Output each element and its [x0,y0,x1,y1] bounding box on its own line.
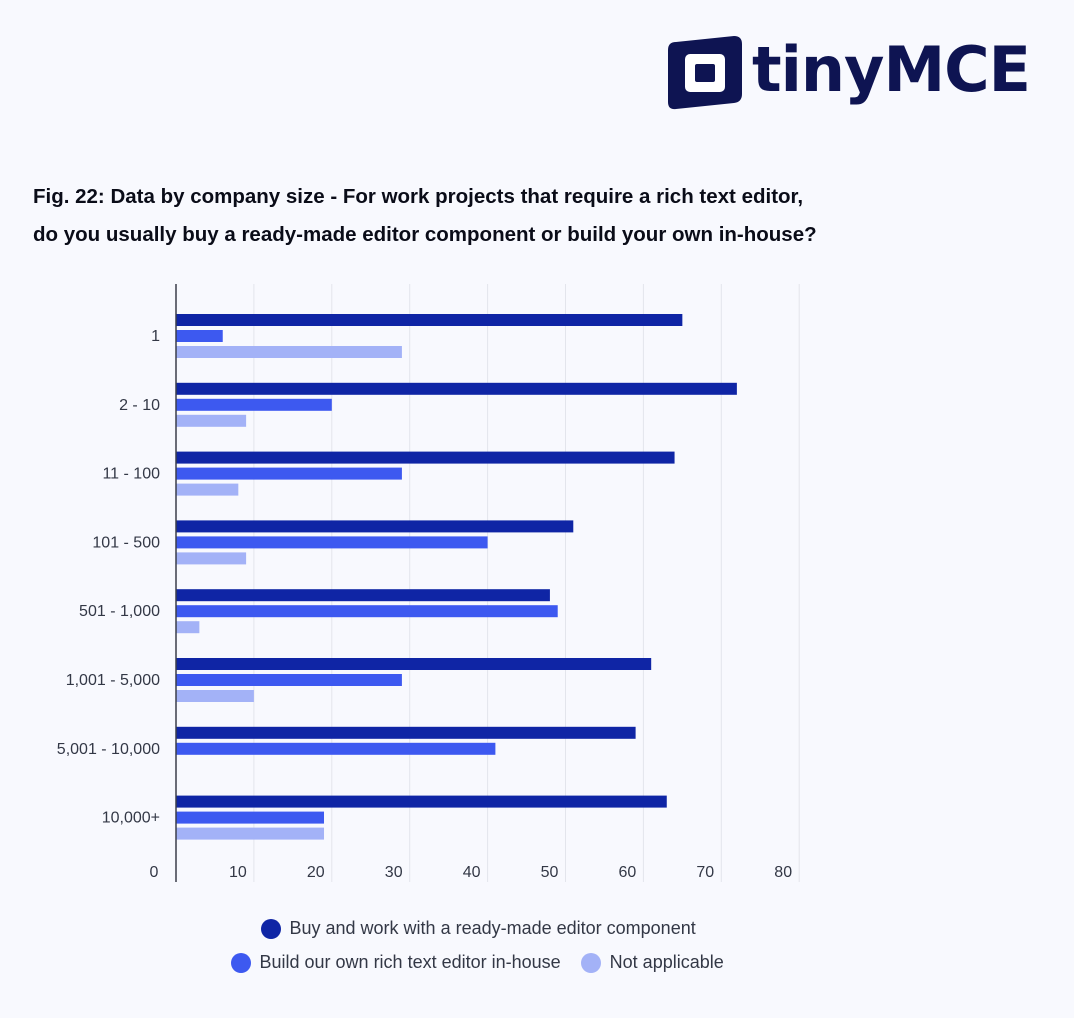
category-label-5: 1,001 - 5,000 [66,672,160,689]
bar-buy-1 [176,382,737,395]
legend-label-build: Build our own rich text editor in-house [259,952,561,972]
bar-build-7 [176,811,325,824]
legend-item-build: Build our own rich text editor in-house [230,952,561,973]
legend-swatch-build [230,952,251,973]
legend-row-1: Buy and work with a ready-made editor co… [260,918,696,939]
x-tick-label-50: 50 [541,864,559,881]
bar-na-7 [176,827,325,840]
bar-build-5 [176,674,402,686]
category-label-2: 11 - 100 [102,466,160,483]
bar-buy-5 [176,658,652,670]
bar-chart: 1 2 - 10 11 - 100 101 - 500 501 - 1,000 1,001… [57,284,800,882]
legend-row-2: Build our own rich text editor in-house N… [230,952,724,973]
legend-item-na: Not applicable [580,952,724,973]
category-label-0: 1 [151,328,160,345]
x-tick-label-20: 20 [307,864,325,881]
bar-buy-0 [176,314,683,326]
legend-item-buy: Buy and work with a ready-made editor co… [260,918,696,939]
legend-label-buy: Buy and work with a ready-made editor co… [289,918,696,938]
bar-build-2 [176,467,402,480]
legend-swatch-na [580,952,601,973]
legend-label-na: Not applicable [609,952,724,972]
category-label-4: 501 - 1,000 [79,603,160,620]
bar-build-6 [176,742,496,755]
category-label-6: 5,001 - 10,000 [57,741,160,758]
category-label-3: 101 - 500 [92,534,160,551]
bar-na-5 [176,690,254,702]
bar-buy-2 [176,451,675,464]
bar-na-2 [176,483,239,496]
bar-na-0 [176,346,402,358]
bar-buy-3 [176,520,574,533]
bar-na-3 [176,552,247,565]
bar-buy-7 [176,795,667,808]
bar-build-4 [176,605,558,618]
bar-buy-6 [176,726,636,739]
bar-na-4 [176,621,200,634]
x-tick-label-10: 10 [229,864,247,881]
bar-build-3 [176,536,488,549]
bar-na-1 [176,414,247,427]
tinymce-logo: tinyMCE [668,33,1040,110]
x-tick-label-0: 0 [150,864,159,881]
bar-build-1 [176,398,332,411]
brand-wordmark: tinyMCE [752,33,1031,106]
x-tick-label-80: 80 [774,864,792,881]
bar-buy-4 [176,589,550,602]
chart-title-line-1: Fig. 22: Data by company size - For work… [33,185,804,208]
x-tick-label-70: 70 [696,864,714,881]
category-label-7: 10,000+ [102,810,160,827]
chart-title-line-2: do you usually buy a ready-made editor c… [33,223,817,246]
category-label-1: 2 - 10 [119,397,160,414]
x-tick-label-40: 40 [463,864,481,881]
tinymce-logo-icon [668,36,742,110]
bar-build-0 [176,330,223,342]
legend-swatch-buy [260,918,281,939]
x-tick-label-60: 60 [619,864,637,881]
chart-title: Fig. 22: Data by company size - For work… [33,178,1033,254]
x-tick-label-30: 30 [385,864,403,881]
